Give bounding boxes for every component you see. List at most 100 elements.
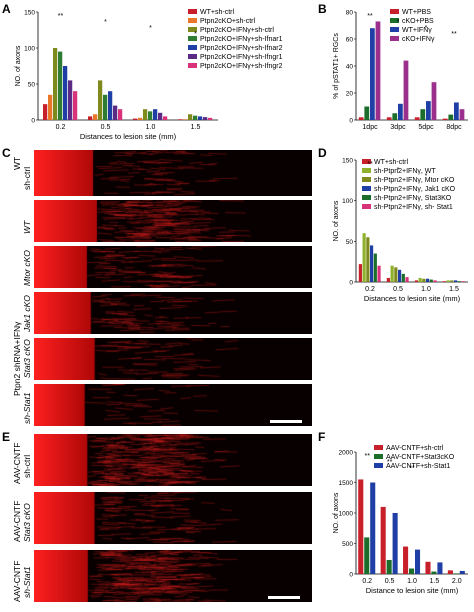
- legend-swatch: [390, 36, 399, 41]
- y-tick-label: 50: [346, 239, 354, 246]
- significance-mark: *: [194, 31, 197, 38]
- x-tick-label: 1.5: [430, 578, 440, 585]
- bar: [118, 109, 123, 120]
- legend-swatch: [390, 9, 399, 14]
- panel-e-row-1-label-2: sh-ctrl: [22, 454, 32, 478]
- bar: [426, 101, 431, 120]
- bar: [459, 109, 465, 120]
- bar: [386, 277, 390, 282]
- y-tick-label: 50: [28, 82, 36, 89]
- panel-letter-b: B: [318, 2, 327, 16]
- legend-entry: WT+PBS: [402, 9, 431, 16]
- significance-mark: **: [367, 13, 373, 20]
- bar: [459, 570, 465, 574]
- y-tick-label: 0: [349, 118, 353, 125]
- legend-swatch: [188, 9, 197, 14]
- bar: [461, 281, 465, 282]
- scale-bar-e: [268, 596, 300, 599]
- panel-letter-e: E: [2, 430, 11, 444]
- y-tick-label: 40: [346, 64, 354, 71]
- legend-entry: WT+sh-ctrl: [374, 159, 408, 166]
- significance-mark: *: [104, 19, 107, 26]
- panel-c-wt-sub-label: sh-ctrl: [22, 166, 32, 190]
- legend-swatch: [374, 445, 383, 450]
- bar: [68, 80, 73, 120]
- bar: [163, 116, 168, 120]
- bar: [148, 111, 153, 120]
- significance-mark: **: [367, 161, 373, 168]
- legend-swatch: [188, 36, 197, 41]
- significance-mark: *: [149, 25, 152, 32]
- bar: [103, 94, 108, 120]
- bar: [193, 115, 198, 120]
- bar: [98, 80, 103, 120]
- bar: [454, 102, 459, 120]
- legend-swatch: [188, 45, 197, 50]
- significance-mark: *: [425, 25, 428, 32]
- legend-entry: WT+IFNγ: [402, 27, 432, 34]
- bar: [358, 479, 364, 574]
- y-tick-label: 0: [31, 118, 35, 125]
- y-axis-label: NO. of axons: [333, 492, 340, 533]
- bar: [113, 105, 118, 120]
- significance-mark: *: [425, 173, 428, 180]
- x-tick-label: 8dpc: [446, 124, 462, 131]
- legend-entry: Ptpn2cKO+IFNγ+sh-ctrl: [200, 27, 274, 34]
- bar: [138, 117, 143, 120]
- legend-swatch: [390, 18, 399, 23]
- legend-swatch: [362, 186, 371, 191]
- bar: [442, 281, 446, 282]
- bar: [153, 109, 158, 120]
- bar: [93, 114, 98, 120]
- legend-entry: cKO+IFNγ: [402, 36, 435, 43]
- x-axis-label: Distance to lesion site (mm): [366, 586, 459, 595]
- chart-f: 0 500 1000 1500 2000 0.2 0.5 1.0 1.5 2.0 NO. of ax…: [333, 445, 468, 595]
- legend-swatch: [374, 454, 383, 459]
- x-tick-label: 0.2: [56, 124, 66, 131]
- legend-entry: AAV-CNTF+sh-ctrl: [386, 445, 444, 452]
- bar: [398, 269, 402, 282]
- bar: [401, 273, 405, 282]
- bar: [426, 278, 430, 282]
- bar: [414, 280, 418, 282]
- micrograph-e-row-1: [34, 434, 312, 486]
- bar: [453, 573, 459, 574]
- panel-letter-d: D: [318, 146, 327, 160]
- legend-entry: sh-Ptpn2+IFNγ, sh- Stat1: [374, 204, 453, 211]
- panel-c-row-label-1: WT: [22, 220, 32, 234]
- y-tick-label: 0: [349, 572, 353, 579]
- legend-entry: AAV-CNTF+Stat3cKO: [386, 454, 455, 461]
- bar: [143, 109, 148, 120]
- bar: [454, 280, 458, 282]
- legend-swatch: [362, 195, 371, 200]
- panel-letter-a: A: [2, 2, 11, 16]
- panel-e-row-3-label-1: AAV-CNTF: [12, 560, 22, 602]
- bar: [364, 106, 370, 120]
- panel-c-row-label-5: sh-Stat1: [22, 392, 32, 424]
- significance-mark: *: [397, 19, 400, 26]
- bar: [370, 482, 376, 574]
- x-tick-label: 2.0: [452, 578, 462, 585]
- legend-swatch: [188, 18, 197, 23]
- bar: [198, 116, 203, 120]
- bar: [366, 237, 370, 282]
- legend-swatch: [362, 159, 371, 164]
- bar: [433, 280, 437, 282]
- y-tick-label: 80: [346, 10, 354, 17]
- bar: [447, 570, 453, 574]
- bar: [414, 117, 420, 120]
- chart-d: 0 50 100 150 0.2 0.5 1.0 1.5 NO. of axons Distanc…: [333, 158, 468, 303]
- chart-b: 0 20 40 60 80 1dpc 3dpc 5dpc 8dpc % of pSTAT1+ RG…: [333, 9, 468, 131]
- panel-e-images: AAV-CNTF sh-ctrl AAV-CNTF Stat3 cKO AAV-…: [12, 432, 312, 610]
- bar: [362, 233, 366, 282]
- x-tick-label: 0.5: [385, 578, 395, 585]
- bar: [392, 113, 398, 120]
- significance-mark: **: [364, 453, 370, 460]
- bar: [409, 568, 415, 574]
- bar: [380, 506, 386, 574]
- scale-bar-c: [270, 420, 302, 423]
- bar: [58, 51, 63, 120]
- micrograph-c-row-2: [34, 246, 312, 288]
- bar: [429, 279, 433, 282]
- x-tick-label: 1.0: [407, 578, 417, 585]
